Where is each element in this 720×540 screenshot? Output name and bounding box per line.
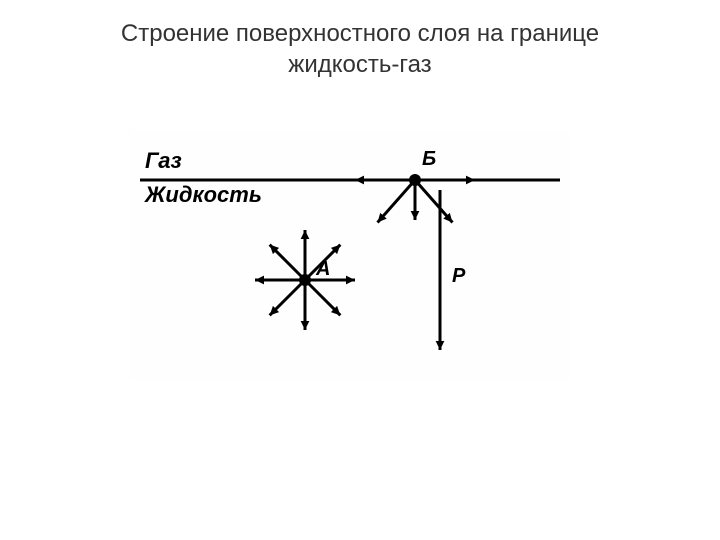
- title-line-2: жидкость-газ: [288, 51, 431, 78]
- label-point-a: А: [316, 258, 330, 281]
- label-liquid: Жидкость: [145, 182, 262, 208]
- diagram-container: Газ Жидкость А Б Р: [130, 130, 570, 380]
- page-title: Строение поверхностного слоя на границе …: [0, 0, 720, 80]
- title-line-1: Строение поверхностного слоя на границе: [121, 20, 599, 47]
- label-point-b: Б: [422, 148, 436, 171]
- label-vector-p: Р: [452, 265, 465, 288]
- label-gas: Газ: [145, 148, 182, 174]
- diagram-svg: [130, 130, 570, 380]
